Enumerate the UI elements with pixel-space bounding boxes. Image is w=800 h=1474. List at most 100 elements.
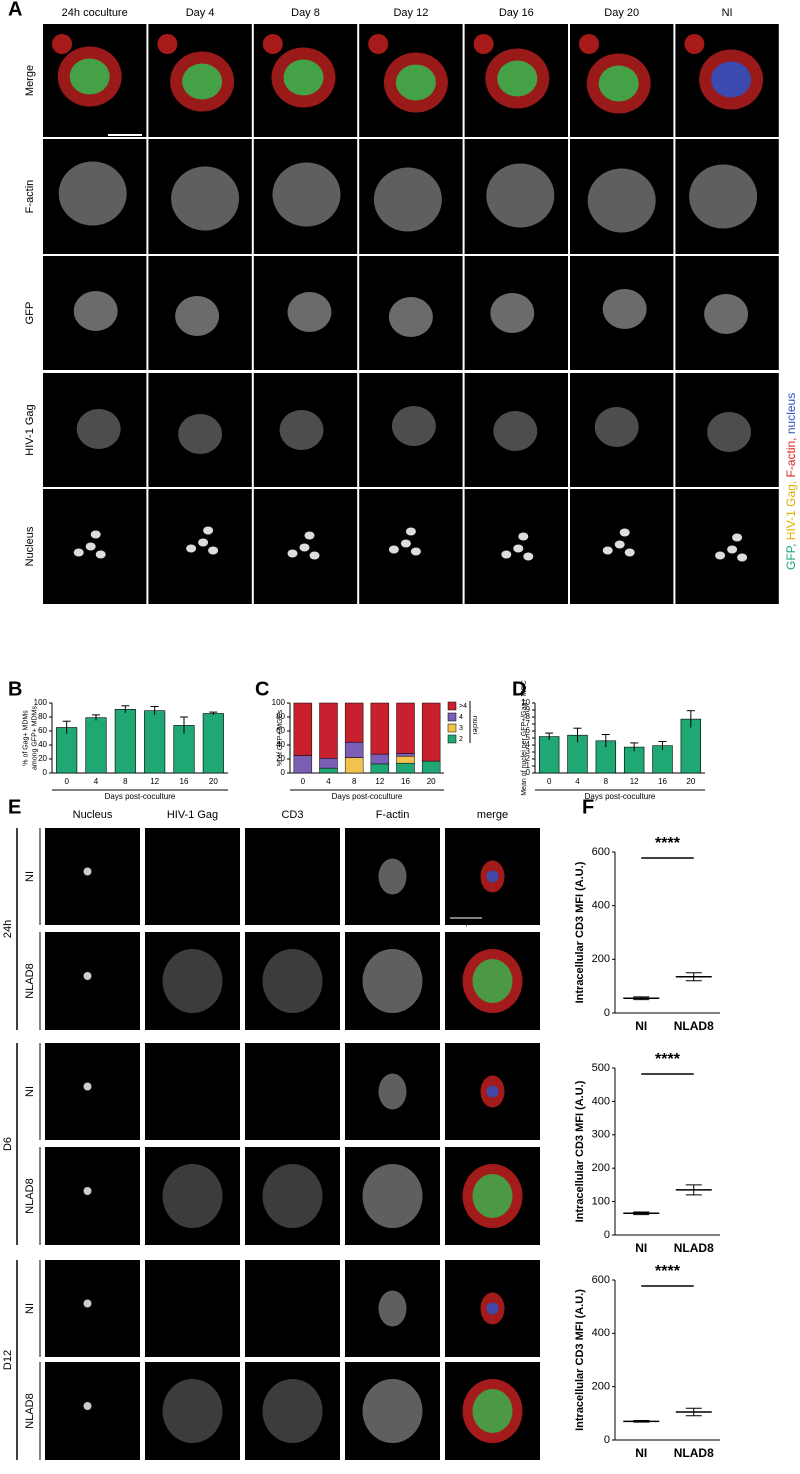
bar-segment: [396, 753, 415, 757]
x-tick-label: 4: [326, 777, 331, 786]
x-tick-label: NLAD8: [674, 1019, 714, 1033]
micrograph: [45, 828, 140, 925]
y-tick-label: 40: [38, 740, 47, 749]
cell: [73, 291, 118, 331]
cell: [178, 414, 223, 454]
y-tick-label: 80: [38, 712, 47, 721]
cell: [497, 60, 538, 97]
nucleus: [83, 1082, 92, 1091]
cell: [472, 959, 513, 1003]
x-tick-label: 16: [658, 777, 667, 786]
bar: [85, 717, 107, 774]
cell: [486, 163, 555, 228]
x-tick-label: NI: [635, 1446, 647, 1460]
x-tick-label: 4: [94, 777, 99, 786]
y-axis-label: among GFP+ MDMs: [31, 706, 38, 770]
x-tick-label: 8: [123, 777, 128, 786]
x-tick-label: NLAD8: [674, 1241, 714, 1255]
cell: [594, 407, 639, 447]
y-tick-label: 8: [526, 712, 531, 721]
cell: [493, 411, 538, 451]
nucleus: [727, 545, 738, 554]
cell: [58, 161, 127, 226]
cell: [395, 64, 436, 101]
panel-letter: A: [8, 0, 22, 20]
y-tick-label: 40: [276, 740, 285, 749]
nucleus: [513, 544, 524, 553]
y-tick-label: 0: [43, 768, 48, 777]
y-tick-label: 0: [604, 1434, 610, 1446]
legend-swatch: [447, 701, 457, 711]
row-label: NLAD8: [24, 1178, 36, 1213]
x-tick-label: 0: [64, 777, 69, 786]
legend-swatch: [447, 734, 457, 744]
nucleus: [287, 549, 298, 558]
significance-label: ****: [655, 1051, 681, 1068]
bar-segment: [396, 762, 415, 774]
column-header: Day 16: [499, 7, 534, 19]
nucleus: [83, 972, 92, 980]
legend-swatch: [447, 712, 457, 722]
cell: [162, 949, 223, 1013]
column-header: HIV-1 Gag: [167, 809, 218, 821]
cell: [262, 34, 283, 54]
y-tick-label: 0: [281, 768, 286, 777]
column-header: NI: [722, 7, 733, 19]
x-tick-label: 8: [352, 777, 357, 786]
column-header: Day 4: [186, 7, 215, 19]
y-axis-label: % of Gag+ MDMs: [22, 710, 29, 766]
cell: [490, 293, 535, 333]
y-tick-label: 400: [592, 900, 610, 912]
x-tick-label: 16: [180, 777, 189, 786]
x-tick-label: NI: [635, 1019, 647, 1033]
cell: [362, 949, 423, 1013]
y-tick-label: 7: [526, 719, 531, 728]
nucleus: [83, 1299, 92, 1308]
y-tick-label: 600: [592, 846, 610, 858]
micrograph: [45, 1362, 140, 1460]
y-axis-label: Intracellular CD3 MFI (A.U.): [574, 1289, 586, 1431]
nucleus: [95, 550, 106, 559]
y-tick-label: 100: [272, 698, 286, 707]
cell: [368, 34, 389, 54]
cell: [486, 1085, 499, 1098]
bar: [56, 727, 78, 774]
y-tick-label: 4: [526, 740, 531, 749]
y-tick-label: 0: [604, 1229, 610, 1241]
y-tick-label: 5: [526, 733, 531, 742]
y-tick-label: 2: [526, 754, 531, 763]
nucleus: [299, 543, 310, 552]
y-tick-label: 0: [604, 1007, 610, 1019]
cell: [587, 168, 656, 233]
nucleus: [198, 538, 209, 547]
cell: [602, 289, 647, 329]
micrograph: [245, 1043, 340, 1140]
x-tick-label: NLAD8: [674, 1446, 714, 1460]
group-label: D6: [2, 1137, 14, 1151]
nucleus: [83, 1402, 92, 1410]
nucleus: [388, 545, 399, 554]
row-label: GFP: [24, 302, 36, 325]
cell: [472, 1389, 513, 1433]
nucleus: [90, 530, 101, 539]
group-label: D12: [2, 1350, 14, 1370]
cell: [704, 294, 749, 334]
y-tick-label: 10: [521, 698, 530, 707]
cell: [262, 1379, 323, 1443]
nucleus: [85, 542, 96, 551]
nucleus: [405, 527, 416, 536]
row-label: NLAD8: [24, 1393, 36, 1428]
x-tick-label: 16: [401, 777, 410, 786]
bar: [202, 713, 224, 774]
cell: [279, 410, 324, 450]
legend-label: 4: [459, 714, 463, 721]
nucleus: [619, 528, 630, 537]
nucleus: [410, 547, 421, 556]
column-header: F-actin: [376, 809, 410, 821]
nucleus: [186, 544, 197, 553]
y-tick-label: 400: [592, 1095, 610, 1107]
y-axis-label: Intracellular CD3 MFI (A.U.): [574, 1080, 586, 1222]
y-tick-label: 200: [592, 1162, 610, 1174]
